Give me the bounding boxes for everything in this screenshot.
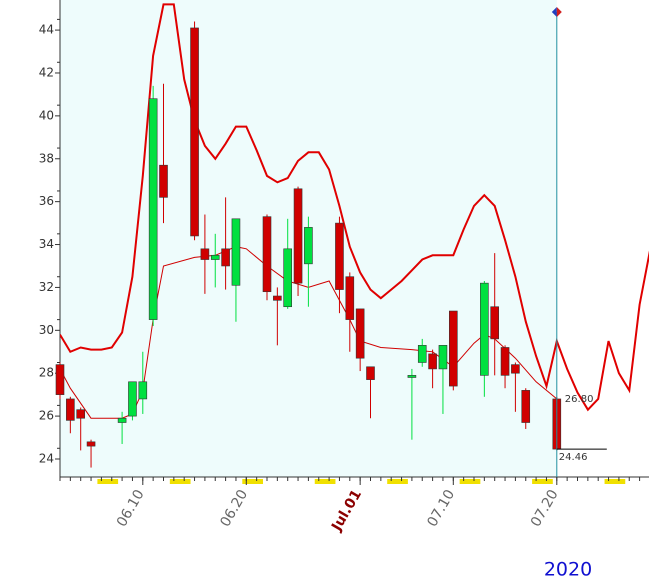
candle-body xyxy=(55,364,65,395)
y-tick-label: 24 xyxy=(39,451,54,465)
candle-body xyxy=(283,248,293,308)
candle-body xyxy=(273,295,282,301)
candle-body xyxy=(138,381,148,400)
y-tick-label: 42 xyxy=(39,65,54,79)
y-tick-label: 44 xyxy=(39,23,54,37)
candle-body xyxy=(500,347,510,376)
candle-body xyxy=(335,222,344,290)
price-label: 24.46 xyxy=(559,452,588,463)
candle-body xyxy=(117,417,127,423)
weekend-mark xyxy=(242,479,263,484)
candle-body xyxy=(480,282,489,376)
cursor-marker-right xyxy=(556,7,562,17)
candle-body xyxy=(345,276,355,320)
weekend-mark xyxy=(97,479,119,484)
y-tick-label: 40 xyxy=(39,108,54,122)
y-tick-label: 38 xyxy=(39,151,54,165)
weekend-mark xyxy=(532,479,553,484)
candle-body xyxy=(438,345,448,370)
candle-body xyxy=(66,398,75,421)
candle-body xyxy=(407,375,417,378)
candle-body xyxy=(448,310,458,387)
y-tick-label: 28 xyxy=(39,366,54,380)
weekend-mark xyxy=(314,479,336,484)
x-tick-label: 07.20 xyxy=(528,487,562,530)
indicator-line xyxy=(60,3,649,412)
weekend-mark xyxy=(169,479,191,484)
candle-body xyxy=(262,216,272,293)
x-tick-label: Jul.01 xyxy=(328,487,365,535)
candle-body xyxy=(159,164,168,198)
candle-body xyxy=(355,308,365,359)
candle-body xyxy=(293,188,303,284)
price-label: 26.80 xyxy=(565,394,594,405)
candle-body xyxy=(304,227,313,265)
x-tick-label: 07.10 xyxy=(424,487,458,530)
candle-body xyxy=(366,366,375,380)
candle-body xyxy=(210,254,220,260)
candle-body xyxy=(490,306,500,340)
x-tick-label: 06.10 xyxy=(114,487,148,530)
candle-body xyxy=(521,390,531,423)
y-tick-label: 26 xyxy=(39,409,54,423)
y-tick-label: 34 xyxy=(39,237,54,251)
candle-body xyxy=(128,381,137,417)
y-tick-label: 32 xyxy=(39,280,54,294)
weekend-mark xyxy=(387,479,408,484)
year-label: 2020 xyxy=(544,559,592,581)
cursor-marker-left xyxy=(551,7,557,17)
candle-body xyxy=(148,98,158,320)
candle-body xyxy=(190,27,199,237)
weekend-mark xyxy=(604,479,626,484)
y-tick-label: 30 xyxy=(39,323,54,337)
weekend-mark xyxy=(459,479,481,484)
candle-body xyxy=(511,364,520,374)
candle-body xyxy=(417,345,427,363)
candle-body xyxy=(221,248,230,267)
candle-body xyxy=(86,441,96,447)
candle-body xyxy=(428,353,437,370)
candle-body xyxy=(231,218,241,286)
y-tick-label: 36 xyxy=(39,194,54,208)
candle-body xyxy=(76,409,85,419)
candle-body xyxy=(200,248,210,260)
x-tick-label: 06.20 xyxy=(217,487,251,530)
